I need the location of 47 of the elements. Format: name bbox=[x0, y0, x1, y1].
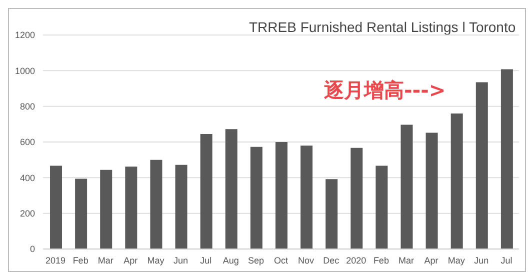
x-tick-label: Apr bbox=[424, 255, 438, 266]
x-tick-label: Mar bbox=[98, 255, 114, 266]
annotation: 逐月增高---> bbox=[324, 77, 446, 104]
y-tick-label: 600 bbox=[20, 137, 35, 148]
x-tick-label: Jul bbox=[200, 255, 212, 266]
x-tick-label: Nov bbox=[298, 255, 315, 266]
bar bbox=[326, 179, 338, 249]
x-tick-label: Feb bbox=[72, 255, 88, 266]
x-tick-label: Feb bbox=[373, 255, 389, 266]
y-tick-label: 400 bbox=[20, 172, 35, 183]
y-tick-label: 1000 bbox=[14, 66, 35, 76]
bar bbox=[426, 132, 438, 249]
bar bbox=[100, 170, 112, 249]
x-tick-label: Jul bbox=[500, 255, 512, 266]
bar bbox=[300, 146, 313, 249]
x-tick-label: 2019 bbox=[46, 255, 66, 266]
x-tick-label: Aug bbox=[222, 255, 239, 266]
x-tick-label: Apr bbox=[124, 255, 138, 266]
bar bbox=[175, 164, 188, 249]
bar bbox=[450, 113, 463, 249]
x-tick-label: Mar bbox=[398, 255, 414, 266]
y-tick-label: 1200 bbox=[14, 30, 35, 40]
bar bbox=[376, 166, 388, 249]
x-tick-label: May bbox=[448, 255, 466, 266]
x-tick-label: Jun bbox=[474, 255, 489, 266]
bar bbox=[225, 129, 238, 249]
x-tick-label: 2020 bbox=[346, 255, 366, 266]
y-tick-label: 0 bbox=[30, 244, 35, 254]
bar bbox=[476, 82, 488, 249]
x-tick-label: Dec bbox=[323, 255, 340, 266]
y-tick-label: 800 bbox=[20, 102, 35, 112]
y-tick-label: 200 bbox=[20, 208, 35, 219]
x-tick-label: Jun bbox=[174, 255, 188, 266]
bar bbox=[50, 166, 62, 249]
bar bbox=[500, 69, 513, 249]
bar bbox=[150, 160, 162, 249]
bar bbox=[200, 134, 212, 249]
bar bbox=[75, 178, 88, 249]
bar bbox=[125, 166, 138, 249]
x-tick-label: Oct bbox=[274, 255, 288, 266]
bar bbox=[350, 148, 363, 249]
chart-title: TRREB Furnished Rental Listings l Toronto bbox=[249, 19, 517, 35]
x-tick-label: Sep bbox=[248, 255, 264, 266]
bar bbox=[275, 142, 288, 249]
bar bbox=[250, 146, 262, 249]
bar bbox=[400, 124, 413, 249]
x-tick-label: May bbox=[147, 255, 165, 266]
